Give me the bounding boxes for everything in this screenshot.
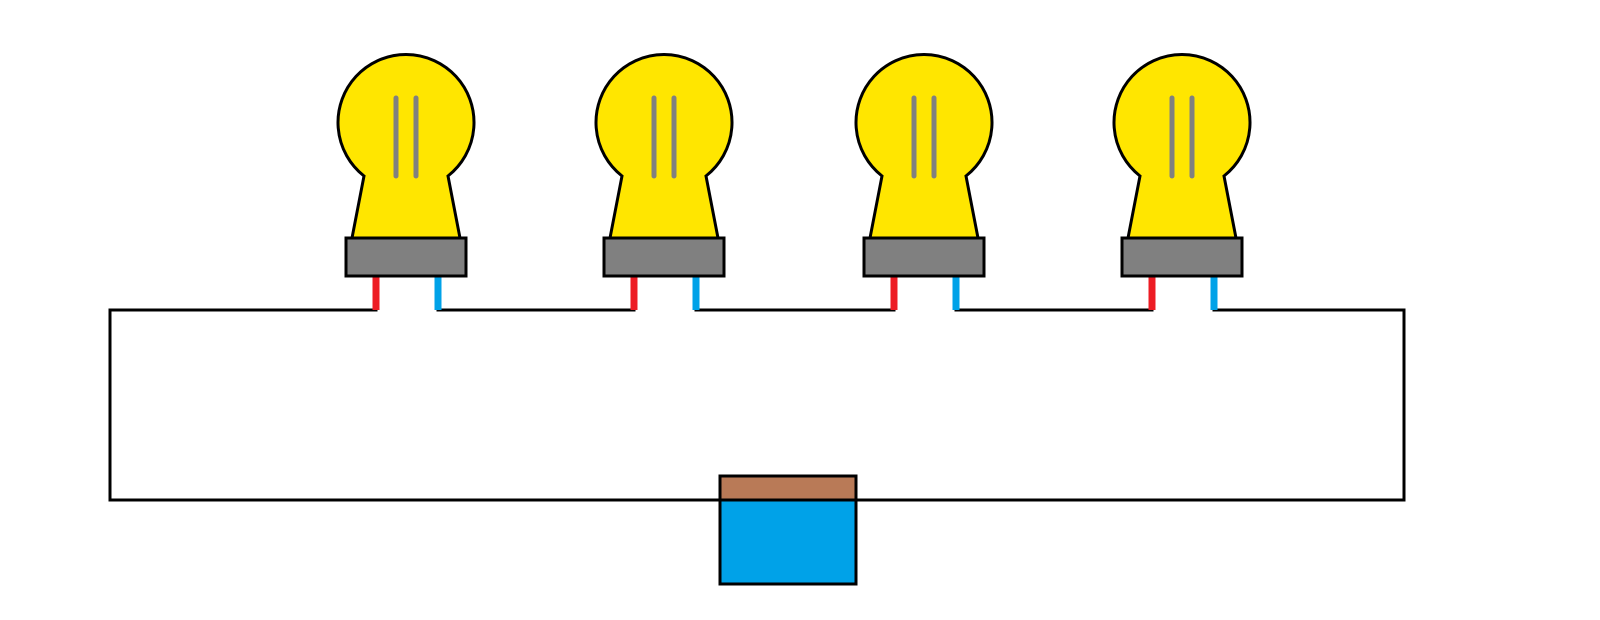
bulb-glass [596,55,732,238]
circuit-wires [110,310,1404,500]
bulb-base [864,238,984,276]
bulb-base [346,238,466,276]
circuit-diagram [0,0,1600,620]
bulb-glass [1114,55,1250,238]
battery [720,476,856,584]
bulb-1 [338,55,474,310]
bulb-glass [856,55,992,238]
bulb-base [1122,238,1242,276]
bulb-3 [856,55,992,310]
bulb-glass [338,55,474,238]
battery-cap [720,476,856,500]
bulb-base [604,238,724,276]
bulb-2 [596,55,732,310]
battery-body [720,500,856,584]
bulb-4 [1114,55,1250,310]
